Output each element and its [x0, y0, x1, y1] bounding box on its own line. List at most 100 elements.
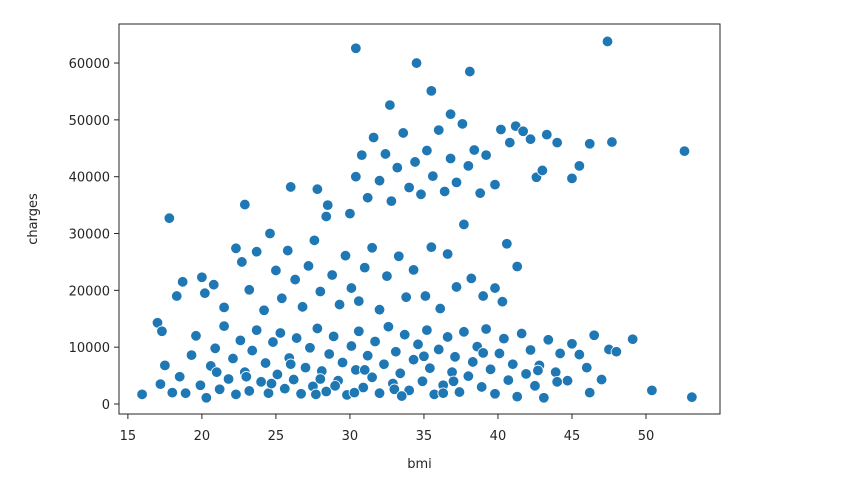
point: [296, 301, 309, 313]
point: [480, 149, 492, 161]
point: [489, 282, 501, 294]
point: [437, 387, 449, 399]
point: [356, 149, 368, 161]
point: [566, 338, 578, 350]
point: [388, 383, 401, 395]
point: [240, 371, 253, 383]
point: [529, 380, 541, 392]
x-tick-label: 45: [564, 429, 581, 444]
point: [230, 242, 242, 254]
point: [190, 330, 202, 342]
point: [311, 183, 324, 195]
point: [304, 342, 316, 354]
y-tick-label: 30000: [69, 228, 110, 243]
point: [373, 174, 386, 187]
point: [398, 328, 411, 341]
point: [218, 301, 230, 314]
x-tick-label: 15: [120, 429, 137, 444]
point: [179, 387, 192, 399]
point: [200, 392, 213, 404]
point: [345, 340, 358, 352]
point: [381, 270, 393, 282]
point: [361, 192, 374, 204]
point: [498, 332, 510, 345]
point: [218, 320, 230, 332]
point: [397, 127, 409, 139]
x-axis-label: bmi: [407, 457, 432, 472]
point: [353, 295, 365, 307]
point: [357, 381, 369, 394]
y-tick-label: 10000: [69, 341, 110, 356]
point: [230, 388, 242, 401]
point: [255, 376, 267, 388]
point: [427, 170, 439, 182]
point: [302, 260, 315, 272]
point: [333, 298, 346, 311]
point: [271, 368, 284, 381]
point: [421, 324, 433, 336]
y-axis-label: charges: [26, 193, 41, 245]
point: [449, 351, 461, 363]
y-tick-label: 20000: [69, 284, 110, 299]
point: [173, 371, 186, 383]
point: [610, 346, 623, 358]
point: [678, 145, 691, 157]
point: [310, 388, 322, 401]
point: [447, 375, 460, 387]
point: [222, 373, 235, 385]
point: [326, 269, 338, 281]
y-tick-label: 50000: [69, 114, 110, 129]
point: [468, 144, 480, 156]
point: [359, 364, 371, 376]
point: [415, 188, 427, 201]
point: [462, 370, 475, 382]
point: [444, 108, 457, 120]
point: [250, 324, 263, 336]
point: [566, 172, 578, 185]
point: [489, 388, 501, 400]
point: [421, 144, 433, 157]
point: [474, 187, 486, 199]
point: [391, 161, 403, 174]
point: [282, 244, 294, 257]
point: [462, 160, 475, 172]
x-tick-label: 20: [194, 429, 211, 444]
point: [532, 364, 544, 377]
point: [554, 347, 566, 360]
point: [373, 303, 386, 316]
point: [314, 373, 327, 385]
point: [601, 35, 614, 48]
point: [385, 195, 398, 207]
point: [264, 227, 276, 240]
point: [262, 387, 275, 399]
x-tick-label: 50: [638, 429, 655, 444]
point: [394, 367, 406, 380]
point: [246, 344, 258, 357]
point: [243, 385, 255, 397]
point: [549, 366, 562, 378]
point: [353, 325, 365, 337]
point: [626, 333, 639, 345]
point: [450, 176, 463, 189]
point: [407, 353, 420, 366]
point: [475, 381, 488, 393]
point: [584, 386, 596, 399]
point: [507, 358, 519, 370]
point: [581, 361, 593, 374]
point: [425, 85, 438, 97]
point: [536, 164, 549, 177]
point: [524, 133, 537, 145]
point: [196, 271, 208, 283]
point: [250, 246, 263, 258]
point: [285, 358, 297, 370]
point: [236, 256, 248, 268]
point: [274, 327, 287, 339]
point: [433, 343, 445, 356]
point: [171, 290, 183, 302]
point: [156, 325, 168, 337]
y-tick-label: 60000: [69, 57, 110, 72]
point: [299, 361, 312, 374]
point: [361, 349, 374, 362]
point: [541, 128, 553, 141]
